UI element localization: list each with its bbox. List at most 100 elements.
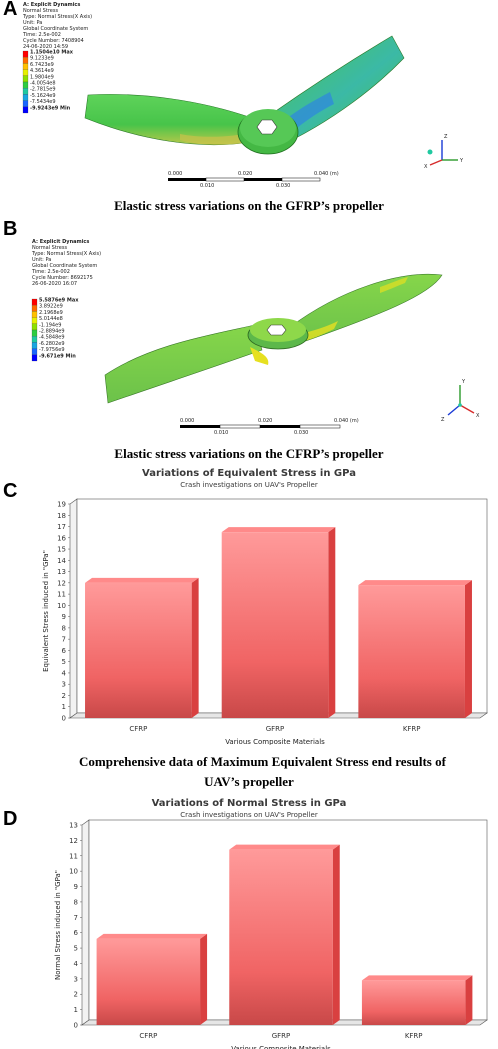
y-tick-label: 5 <box>62 658 66 666</box>
y-tick-label: 6 <box>62 647 67 655</box>
y-tick-label: 14 <box>57 557 66 565</box>
panel-b-color-legend: 5.5876e9 Max3.8922e92.1968e95.0144e8-1.1… <box>31 298 79 362</box>
info-line: Unit: Pa <box>23 20 42 26</box>
bar <box>361 980 466 1025</box>
legend-value: -6.2802e9 <box>39 341 65 347</box>
y-tick-label: 8 <box>74 898 78 906</box>
info-line: A: Explicit Dynamics <box>32 239 89 245</box>
svg-text:0.030: 0.030 <box>294 430 308 436</box>
info-line: Time: 2.5e-002 <box>31 269 70 275</box>
legend-value: 9.1233e9 <box>30 56 54 62</box>
svg-text:0.030: 0.030 <box>276 183 290 189</box>
legend-swatch <box>22 88 29 95</box>
svg-text:0.020: 0.020 <box>258 418 272 424</box>
x-axis-label: Various Composite Materials <box>225 738 325 745</box>
bar <box>221 532 329 718</box>
chart-subtitle: Crash investigations on UAV's Propeller <box>180 481 318 489</box>
chart-title: Variations of Equivalent Stress in GPa <box>142 468 356 479</box>
bar-top <box>361 975 473 981</box>
y-tick-label: 10 <box>69 868 78 876</box>
legend-value: 6.7423e9 <box>30 62 54 68</box>
y-axis-label: Normal Stress induced in "GPa" <box>54 870 62 980</box>
y-tick-label: 13 <box>57 568 66 576</box>
svg-text:0.000: 0.000 <box>180 418 194 424</box>
y-tick-label: 11 <box>57 591 66 599</box>
panel-c-letter: C <box>3 480 18 502</box>
panel-a-caption: Elastic stress variations on the GFRP’s … <box>114 198 384 213</box>
normal-stress-chart: Variations of Normal Stress in GPa Crash … <box>54 798 488 1049</box>
bar <box>229 849 333 1025</box>
legend-value: -7.5434e9 <box>30 99 56 105</box>
legend-swatch <box>31 311 38 318</box>
legend-value: 4.3614e9 <box>30 68 54 74</box>
y-tick-label: 2 <box>74 991 78 999</box>
legend-value: 2.1968e9 <box>39 310 63 316</box>
y-tick-label: 1 <box>74 1006 78 1014</box>
svg-text:X: X <box>424 164 428 170</box>
legend-swatch <box>31 354 38 362</box>
x-axis-label: Various Composite Materials <box>231 1045 331 1049</box>
y-tick-label: 12 <box>69 837 78 845</box>
svg-text:0.010: 0.010 <box>214 430 228 436</box>
y-tick-label: 17 <box>57 523 66 531</box>
panel-b-caption: Elastic stress variations on the CFRP’s … <box>114 446 384 461</box>
legend-value: -1.194e9 <box>39 322 61 328</box>
panel-b-info: A: Explicit Dynamics Normal Stress Type:… <box>31 239 101 287</box>
y-tick-label: 15 <box>57 546 66 554</box>
svg-text:Z: Z <box>441 417 445 423</box>
legend-swatch <box>31 336 38 343</box>
y-tick-label: 9 <box>74 883 78 891</box>
panel-a-letter: A <box>3 0 18 20</box>
svg-text:Y: Y <box>461 379 466 385</box>
info-line: Normal Stress <box>32 245 67 251</box>
y-tick-label: 16 <box>57 534 66 542</box>
bar-top <box>85 577 199 583</box>
info-line: 24-06-2020 14:59 <box>23 44 68 50</box>
legend-value: 1.9804e9 <box>30 74 54 80</box>
y-tick-label: 5 <box>74 945 78 953</box>
y-tick-label: 9 <box>62 613 66 621</box>
y-tick-label: 10 <box>57 602 66 610</box>
panel-a-axis-triad: Z Y X <box>424 134 464 170</box>
legend-value: -7.9756e9 <box>39 347 65 353</box>
chart-subtitle: Crash investigations on UAV's Propeller <box>180 811 318 819</box>
y-tick-label: 7 <box>74 914 78 922</box>
legend-swatch <box>31 348 38 355</box>
y-tick-label: 4 <box>74 960 79 968</box>
x-tick-label: GFRP <box>272 1032 291 1040</box>
y-tick-label: 18 <box>57 512 66 520</box>
legend-swatch <box>22 106 29 114</box>
panel-b-simulation: A: Explicit Dynamics Normal Stress Type:… <box>31 239 480 436</box>
y-tick-label: 12 <box>57 579 66 587</box>
legend-swatch <box>22 50 29 58</box>
y-tick-label: 4 <box>62 669 67 677</box>
equivalent-stress-chart: Variations of Equivalent Stress in GPa Cr… <box>42 468 488 745</box>
legend-value: 5.0144e8 <box>39 316 63 322</box>
legend-swatch <box>31 329 38 337</box>
info-line: Normal Stress <box>23 8 58 14</box>
panel-b-axis-triad: Y X Z <box>441 379 480 423</box>
info-line: 26-06-2020 16:07 <box>32 281 77 287</box>
x-tick-label: CFRP <box>139 1032 157 1040</box>
y-tick-label: 13 <box>69 822 78 830</box>
panel-a-scale-bar: 0.000 0.020 0.040 (m) 0.010 0.030 <box>168 171 339 189</box>
y-tick-label: 3 <box>74 975 78 983</box>
panel-c-caption-line-1: Comprehensive data of Maximum Equivalent… <box>79 754 446 769</box>
legend-swatch <box>22 57 29 64</box>
bar-side <box>328 527 336 718</box>
legend-swatch <box>22 75 29 83</box>
svg-text:Y: Y <box>459 158 464 164</box>
svg-text:0.010: 0.010 <box>200 183 214 189</box>
info-line: Time: 2.5e-002 <box>22 32 61 38</box>
chart-title: Variations of Normal Stress in GPa <box>152 798 347 809</box>
info-line: Cycle Number: 7408904 <box>23 38 84 44</box>
bar <box>358 585 465 718</box>
legend-swatch <box>31 305 38 312</box>
panel-a-color-legend: 1.1504e10 Max9.1233e96.7423e94.3614e91.9… <box>22 50 74 114</box>
y-tick-label: 19 <box>57 501 66 509</box>
x-tick-label: KFRP <box>405 1032 423 1040</box>
bar-side <box>465 975 473 1025</box>
legend-value: -2.7815e9 <box>30 87 56 93</box>
panel-b-propeller <box>104 273 443 404</box>
bar-top <box>96 933 208 939</box>
